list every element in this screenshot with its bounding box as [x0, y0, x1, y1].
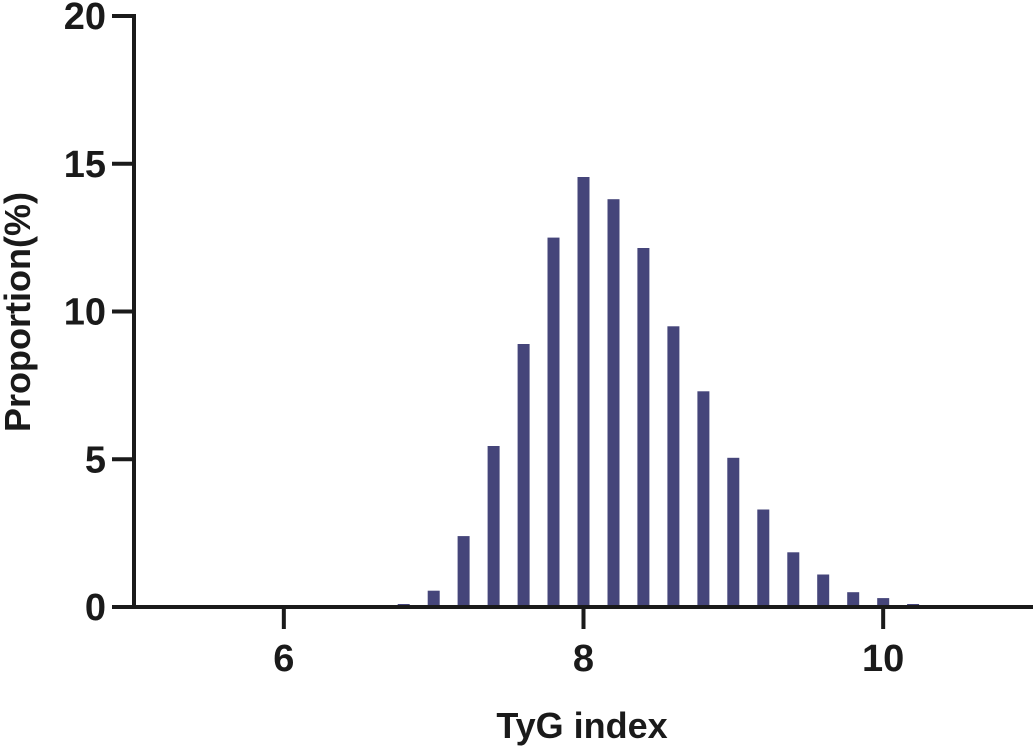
bar [457, 536, 470, 607]
bar [637, 248, 650, 607]
bar [517, 344, 530, 607]
x-tick-label: 10 [862, 638, 904, 680]
bar [667, 326, 680, 607]
bar [547, 237, 560, 607]
bar [487, 446, 500, 607]
bar [697, 391, 710, 607]
bar [577, 177, 590, 607]
bar [727, 457, 740, 607]
y-tick-label: 10 [64, 292, 106, 334]
x-tick-label: 8 [573, 638, 594, 680]
x-tick-label: 6 [273, 638, 294, 680]
y-tick-label: 0 [85, 587, 106, 629]
bar [847, 592, 860, 607]
bar [817, 574, 830, 607]
x-axis-title: TyG index [496, 705, 667, 746]
y-tick-label: 5 [85, 439, 106, 481]
bar [757, 509, 770, 607]
bar [427, 590, 440, 607]
bars-group [367, 177, 980, 607]
y-axis-title: Proportion(%) [0, 192, 38, 432]
y-axis-ticks: 0 5 10 15 20 [64, 0, 134, 629]
bar [877, 598, 890, 607]
bar [607, 199, 620, 607]
bar [787, 552, 800, 607]
y-tick-label: 20 [64, 0, 106, 38]
x-axis-ticks: 6 8 10 [273, 607, 904, 680]
y-tick-label: 15 [64, 144, 106, 186]
